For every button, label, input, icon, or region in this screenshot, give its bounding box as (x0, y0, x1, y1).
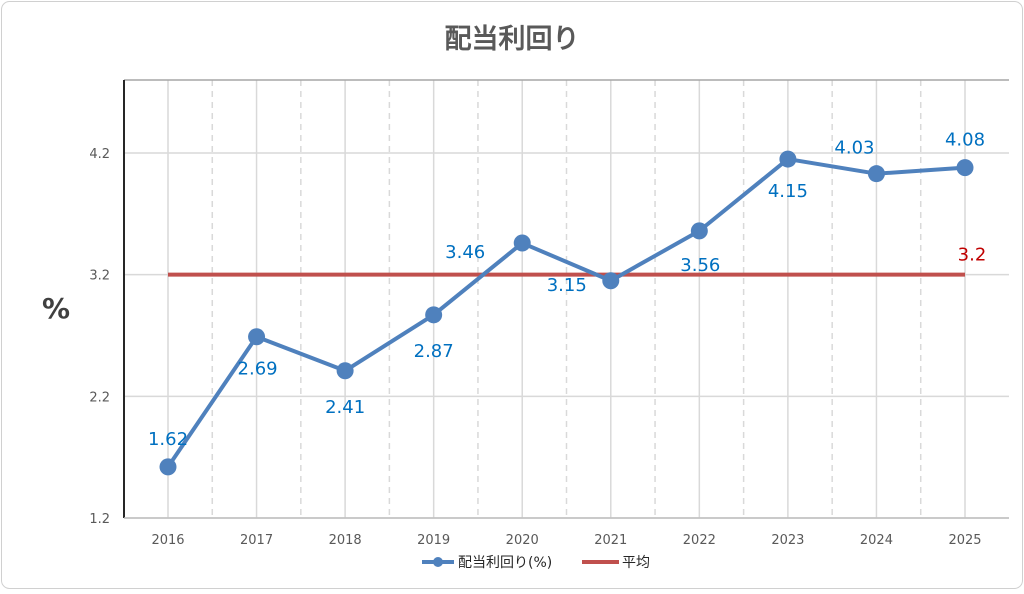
x-tick-label: 2019 (417, 533, 450, 548)
y-tick-label: 3.2 (89, 269, 110, 284)
data-point (513, 234, 531, 252)
legend-average-label: 平均 (622, 555, 650, 571)
data-point (867, 165, 885, 183)
data-point (602, 272, 620, 290)
data-point (690, 222, 708, 240)
y-tick-label: 4.2 (89, 147, 110, 162)
data-label: 4.03 (834, 138, 874, 159)
data-label: 4.15 (768, 181, 808, 202)
data-point (956, 159, 974, 177)
legend-yield-label: 配当利回り(%) (458, 555, 552, 571)
legend: 配当利回り(%) 平均 (422, 555, 650, 571)
data-label: 3.46 (445, 242, 485, 263)
data-label: 2.69 (238, 359, 278, 380)
data-point (779, 150, 797, 168)
data-label: 4.08 (945, 130, 985, 151)
y-tick-label: 1.2 (89, 512, 110, 527)
data-point (425, 306, 443, 324)
x-tick-label: 2018 (329, 533, 362, 548)
x-tick-label: 2016 (151, 533, 184, 548)
data-label: 2.41 (325, 397, 365, 418)
x-tick-label: 2025 (948, 533, 981, 548)
data-label: 3.15 (547, 275, 587, 296)
data-point (336, 362, 354, 380)
data-label: 1.62 (148, 429, 188, 450)
data-label: 3.56 (680, 255, 720, 276)
x-tick-label: 2022 (683, 533, 716, 548)
y-tick-label: 2.2 (89, 390, 110, 405)
x-tick-label: 2017 (240, 533, 273, 548)
y-axis-label: % (42, 292, 70, 325)
x-tick-label: 2023 (771, 533, 804, 548)
data-point (248, 328, 266, 346)
x-tick-label: 2021 (594, 533, 627, 548)
average-data-label: 3.2 (958, 245, 987, 266)
data-point (159, 458, 177, 476)
data-label: 2.87 (414, 341, 454, 362)
x-tick-label: 2024 (860, 533, 893, 548)
legend-yield-marker (433, 557, 443, 567)
x-tick-label: 2020 (506, 533, 539, 548)
chart-title: 配当利回り (445, 24, 580, 55)
yield-line (166, 157, 966, 469)
